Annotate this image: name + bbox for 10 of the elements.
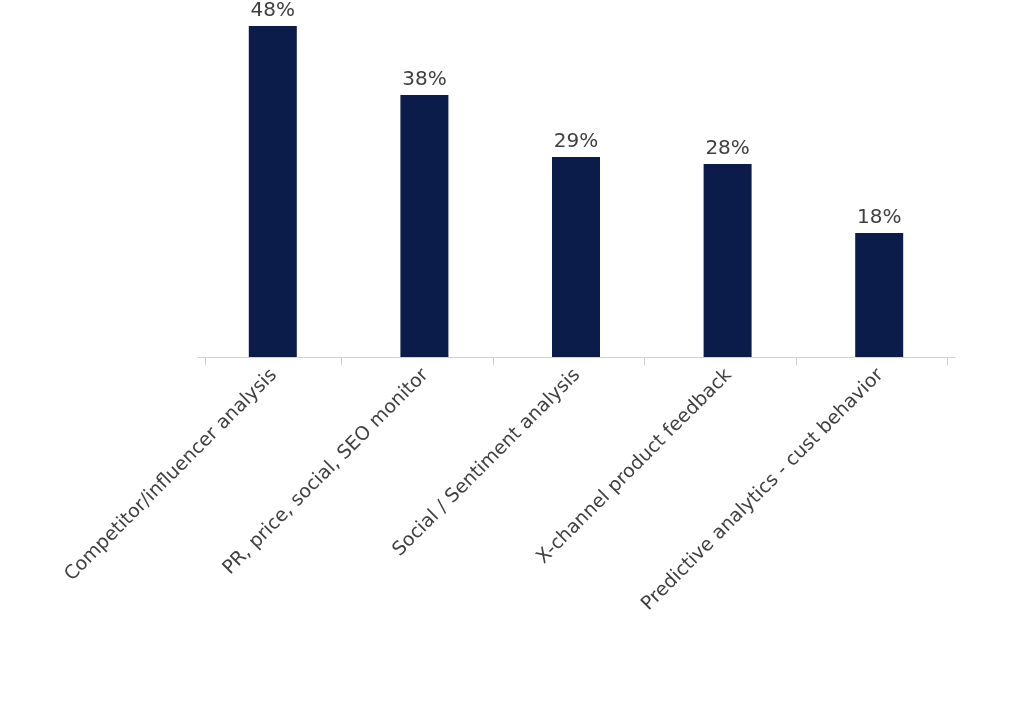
data-label: 48% (250, 0, 296, 21)
data-label: 38% (402, 65, 447, 90)
bar (248, 26, 297, 357)
data-label: 28% (705, 134, 750, 159)
data-label: 29% (553, 128, 599, 153)
bar (400, 94, 449, 357)
bar (703, 163, 752, 357)
data-label: 18% (856, 203, 902, 228)
bar (855, 232, 904, 357)
bar (552, 157, 600, 357)
